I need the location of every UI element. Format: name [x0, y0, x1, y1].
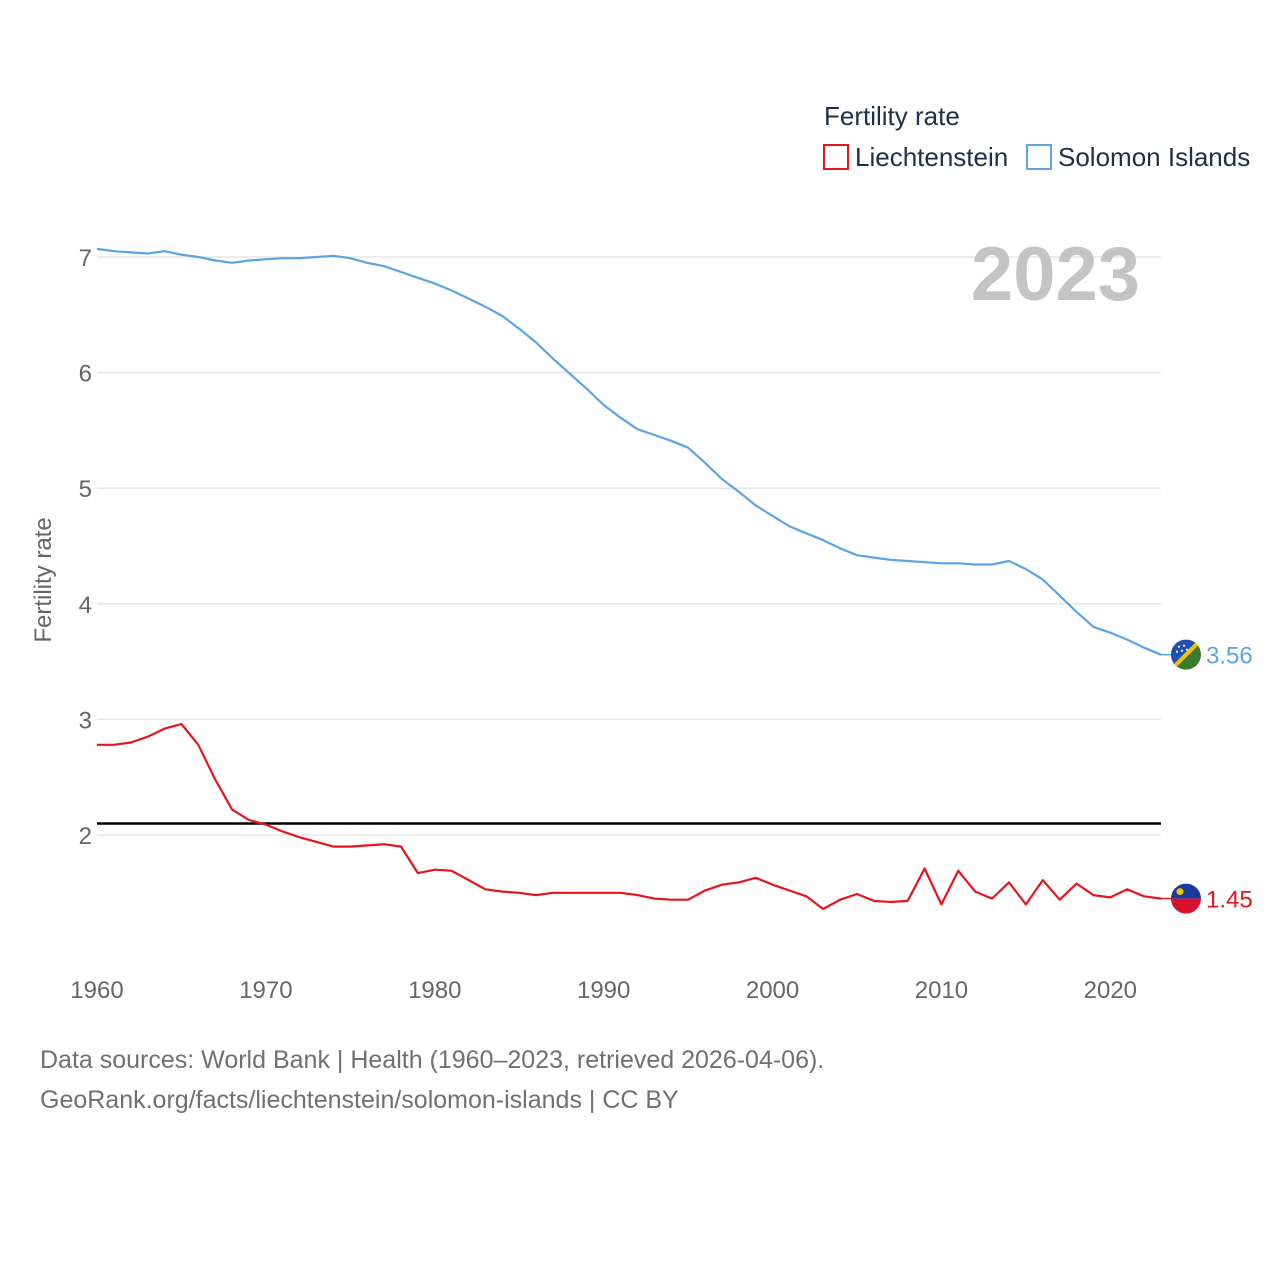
- legend: Fertility rate Liechtenstein Solomon Isl…: [823, 101, 1250, 172]
- end-value-liechtenstein: 1.45: [1206, 887, 1253, 914]
- flag-body-liechtenstein: [1171, 883, 1201, 914]
- end-value-solomon-islands: 3.56: [1206, 643, 1253, 670]
- legend-item-solomon-islands[interactable]: Solomon Islands: [1026, 142, 1250, 172]
- legend-swatch-liechtenstein: [823, 144, 849, 170]
- y-tick-label-5: 5: [79, 476, 92, 503]
- y-tick-label-3: 3: [79, 707, 92, 734]
- legend-label-liechtenstein: Liechtenstein: [855, 142, 1008, 172]
- y-tick-label-4: 4: [79, 592, 92, 619]
- year-watermark: 2023: [971, 232, 1140, 317]
- series-line-liechtenstein: [97, 722, 1162, 911]
- flag-star-1: [1182, 644, 1186, 647]
- x-tick-label-2020: 2020: [1084, 977, 1137, 1004]
- series-line-solomon-islands: [96, 247, 1162, 656]
- flag-stripe-red: [1171, 898, 1201, 914]
- x-tick-label-1990: 1990: [577, 977, 630, 1004]
- x-tick-label-2010: 2010: [915, 977, 968, 1004]
- y-axis-label: Fertility rate: [30, 517, 57, 642]
- attribution-line: GeoRank.org/facts/liechtenstein/solomon-…: [40, 1086, 679, 1114]
- x-axis-ticks: 1960 1970 1980 1990 2000 2010 2020: [70, 977, 1137, 1004]
- y-tick-label-2: 2: [79, 823, 92, 850]
- flag-body-solomon-islands: [1171, 639, 1201, 670]
- x-tick-label-2000: 2000: [746, 977, 799, 1004]
- y-tick-label-7: 7: [79, 245, 92, 272]
- y-axis-ticks: 2 3 4 5 6 7: [79, 245, 92, 850]
- flag-star-4: [1185, 648, 1189, 651]
- flag-stripe-blue: [1171, 883, 1201, 899]
- liechtenstein-flag-icon: [1171, 883, 1201, 914]
- legend-label-solomon-islands: Solomon Islands: [1058, 142, 1250, 172]
- legend-title: Fertility rate: [824, 101, 960, 131]
- flag-star-0: [1177, 645, 1181, 648]
- flag-star-2: [1175, 650, 1179, 653]
- x-tick-label-1970: 1970: [239, 977, 292, 1004]
- x-tick-label-1980: 1980: [408, 977, 461, 1004]
- solomon-islands-flag-icon: [1171, 639, 1201, 670]
- flag-yellow-stripe: [1171, 639, 1201, 670]
- series-lines: [96, 247, 1162, 911]
- flag-star-3: [1180, 649, 1184, 652]
- source-line: Data sources: World Bank | Health (1960–…: [40, 1046, 825, 1074]
- x-tick-label-1960: 1960: [70, 977, 123, 1004]
- flag-crown: [1176, 888, 1184, 896]
- series-end-labels: 1.45 3.56: [1161, 639, 1253, 914]
- legend-swatch-solomon-islands: [1026, 144, 1052, 170]
- grid-lines: [97, 256, 1161, 836]
- legend-item-liechtenstein[interactable]: Liechtenstein: [823, 142, 1008, 172]
- y-tick-label-6: 6: [79, 361, 92, 388]
